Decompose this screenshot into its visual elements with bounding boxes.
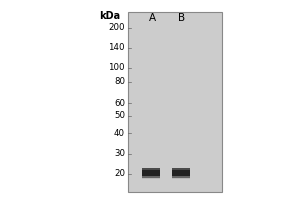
Text: B: B [178,13,186,23]
Bar [142,176,160,178]
Text: 40: 40 [114,129,125,138]
Text: 50: 50 [114,112,125,120]
Text: 140: 140 [109,44,125,52]
Text: 60: 60 [114,98,125,108]
Text: 80: 80 [114,77,125,86]
Bar [142,168,160,170]
Text: 200: 200 [109,23,125,32]
Text: kDa: kDa [99,11,120,21]
Text: A: A [148,13,156,23]
Bar [172,168,190,178]
Bar [128,12,222,192]
Bar [172,176,190,178]
Text: 20: 20 [114,170,125,178]
Text: 30: 30 [114,150,125,158]
Text: 100: 100 [109,64,125,72]
Bar [142,168,160,178]
Bar [172,168,190,170]
